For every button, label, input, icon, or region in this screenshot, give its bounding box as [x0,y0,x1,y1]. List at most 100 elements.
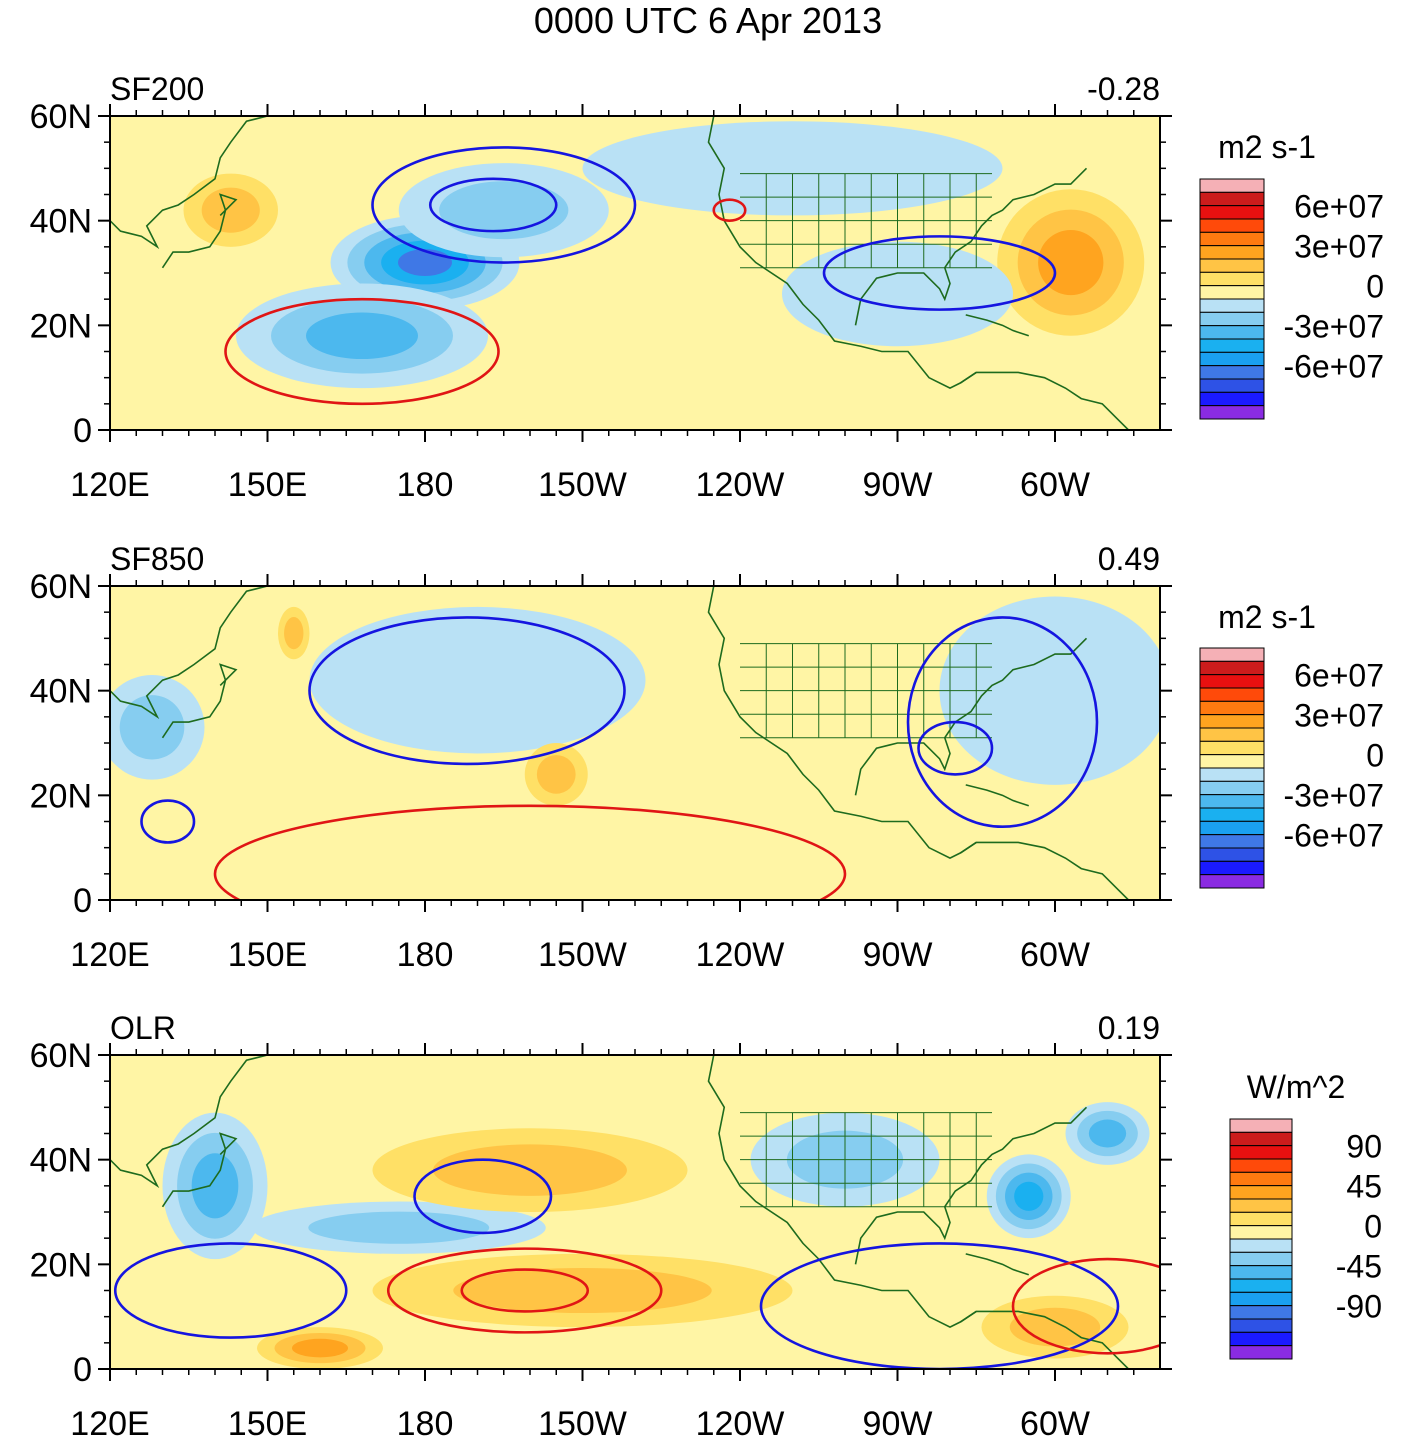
colorbar-swatch [1229,1198,1293,1213]
contour-blue-0 [308,616,626,766]
colorbar-label: -3e+07 [1283,309,1384,345]
y-axis: 60N 40N 20N 0 [30,98,1172,450]
colorbar-swatch [1229,1265,1293,1280]
colorbar-swatch [1199,754,1265,769]
colorbar-swatch [1199,687,1265,702]
x-axis: 120E 150E 180 150W 120W 90W 60W [70,104,1135,504]
colorbar-label: 6e+07 [1294,658,1384,694]
shade-blob-1-level--4 [1014,1181,1044,1211]
colorbar-swatch [1229,1331,1293,1347]
colorbar-swatch [1199,325,1265,340]
y-axis: 60N 40N 20N 0 [30,1037,1172,1389]
colorbar-label: 3e+07 [1294,229,1384,265]
x-tick-label: 150W [538,466,627,504]
colorbar-label: 90 [1346,1129,1382,1165]
y-axis: 60N 40N 20N 0 [30,568,1172,920]
x-tick-label: 150W [538,1405,627,1443]
y-tick-label: 20N [30,307,92,345]
colorbar-label: 3e+07 [1294,698,1384,734]
colorbar-swatch [1199,674,1265,689]
panel-shading [110,586,1160,900]
panel-corr-value: 0.49 [1098,541,1160,577]
colorbar-swatch [1229,1305,1293,1320]
coastline-1 [161,663,238,739]
coastline-5 [965,314,1030,337]
shade-blob-2-level--3 [1088,1119,1127,1148]
x-tick-label: 150W [538,936,627,974]
colorbar-label: -6e+07 [1283,818,1384,854]
contour-red-3 [386,1247,663,1334]
colorbar-label: 6e+07 [1294,189,1384,225]
panel-olr: 120E 150E 180 150W 120W 90W 60W 60N 40N 20N 0 OLR 0.… [30,1010,1382,1443]
shade-blob-3-level-2 [201,187,260,233]
x-tick-label: 60W [1020,936,1090,974]
shade-blob-6-level-2 [453,1267,712,1314]
contour-blue-2 [906,616,1099,829]
y-tick-label: 0 [73,1351,92,1389]
coastline-0 [110,1055,268,1189]
colorbar-swatch [1229,1251,1293,1267]
coastline-4 [960,1310,1130,1369]
colorbar-swatch [1199,700,1265,716]
panel-corr-value: -0.28 [1087,71,1160,107]
y-tick-label: 0 [73,412,92,450]
colorbar-swatch [1199,405,1265,420]
colorbar-swatch [1199,378,1265,393]
colorbar-swatch [1199,178,1265,193]
colorbar-swatch [1199,794,1265,809]
colorbar-swatch [1199,205,1265,220]
colorbar-label: -3e+07 [1283,778,1384,814]
y-tick-label: 20N [30,777,92,815]
x-tick-label: 120E [70,936,149,974]
panel-sf200: 120E 150E 180 150W 120W 90W 60W 60N 40N 20N 0 SF200… [30,71,1384,504]
colorbar-swatch [1199,860,1265,876]
coastline-3 [854,1106,1088,1265]
panel-label: SF200 [110,71,204,107]
x-tick-label: 150E [228,936,307,974]
coastline-0 [110,116,268,250]
x-tick-label: 90W [863,466,933,504]
colorbar-swatch [1199,834,1265,849]
colorbar: m2 s-1 6e+07 3e+07 0 -3e+07 -6e+07 [1199,599,1384,889]
x-tick-label: 120W [696,1405,785,1443]
shade-blob-3-level--2 [308,1211,490,1244]
panels: 120E 150E 180 150W 120W 90W 60W 60N 40N 20N 0 SF200… [30,71,1384,1443]
colorbar-units: m2 s-1 [1218,129,1316,165]
x-axis: 120E 150E 180 150W 120W 90W 60W [70,574,1135,974]
y-tick-label: 60N [30,1037,92,1075]
colorbar-label: 0 [1366,738,1384,774]
contour-blue-1 [140,799,196,844]
x-tick-label: 90W [863,936,933,974]
colorbar: m2 s-1 6e+07 3e+07 0 -3e+07 -6e+07 [1199,129,1384,420]
coastline-1 [161,193,238,269]
colorbar-swatch [1199,365,1265,380]
coastline-2 [707,1055,977,1329]
coastline-1 [161,1132,238,1208]
colorbar-swatch [1199,647,1265,662]
y-tick-label: 40N [30,203,92,241]
y-tick-label: 60N [30,568,92,606]
panel-sf850: 120E 150E 180 150W 120W 90W 60W 60N 40N 20N 0 SF850… [30,541,1384,974]
colorbar-swatch [1199,285,1265,300]
coastline-2 [707,586,977,860]
shade-blob-4-level-2 [536,755,576,794]
y-tick-label: 60N [30,98,92,136]
coastline-2 [707,116,977,390]
colorbar-swatch [1199,660,1265,676]
colorbar-label: 0 [1366,269,1384,305]
coastline-4 [960,371,1130,430]
contour-red-5 [1011,1257,1160,1355]
x-tick-label: 150E [228,466,307,504]
colorbar-swatch [1199,740,1265,756]
colorbar-swatch [1229,1318,1293,1333]
colorbar-swatch [1199,231,1265,247]
colorbar-units: m2 s-1 [1218,599,1316,635]
coastline-3 [854,167,1088,326]
colorbar-swatch [1229,1171,1293,1187]
shade-blob-8-level-2 [1009,1307,1101,1347]
panel-label: SF850 [110,541,204,577]
panel-shading [110,116,1160,430]
colorbar-label: -90 [1336,1289,1382,1325]
coastline-4 [960,841,1130,900]
